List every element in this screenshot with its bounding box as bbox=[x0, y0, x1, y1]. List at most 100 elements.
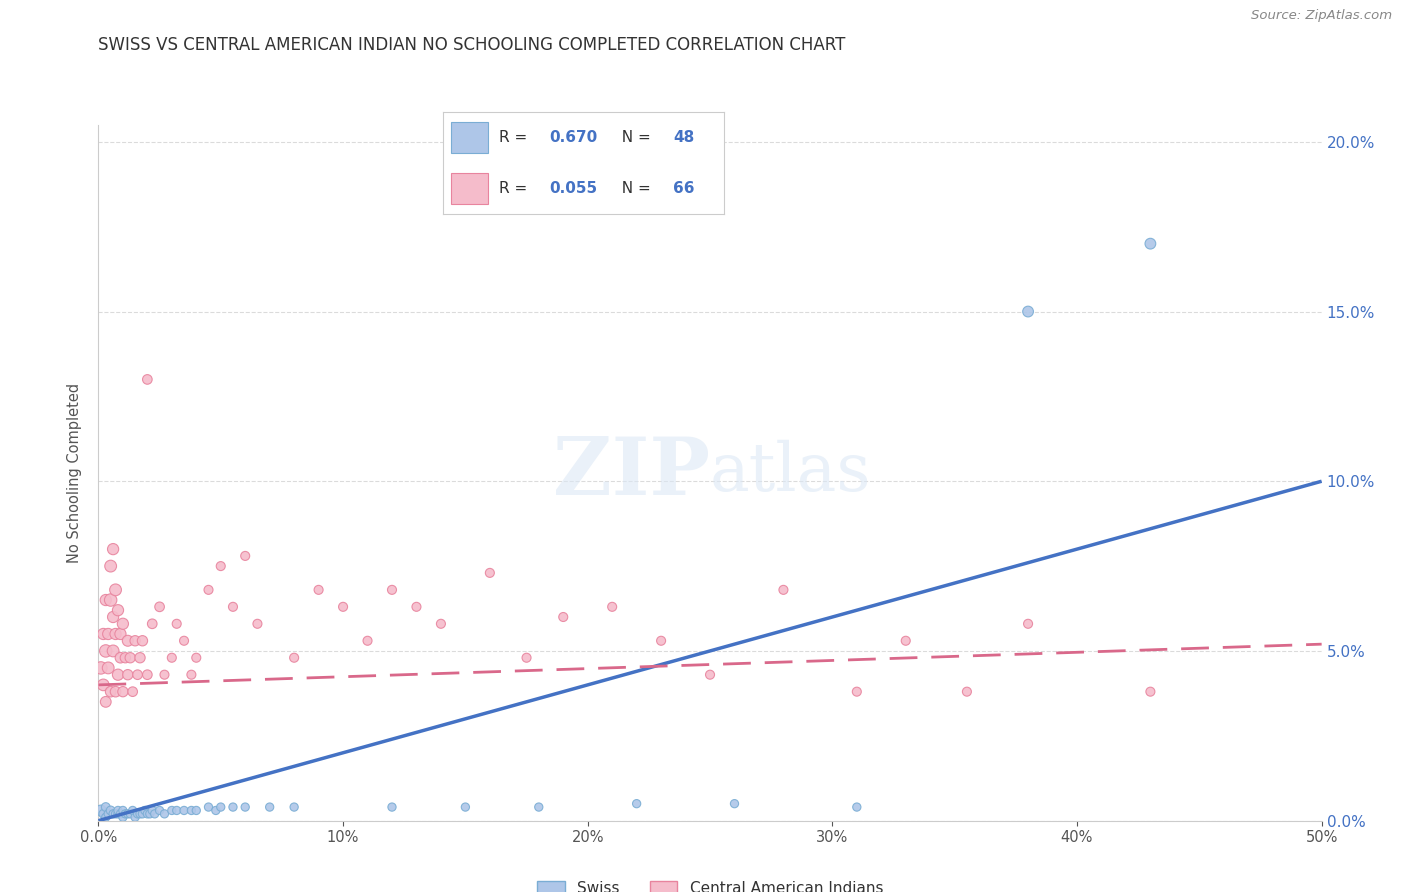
Point bbox=[104, 582, 127, 597]
Point bbox=[173, 633, 195, 648]
Text: R =: R = bbox=[499, 129, 533, 145]
Point bbox=[772, 582, 794, 597]
Point bbox=[153, 806, 176, 821]
Point bbox=[332, 599, 354, 614]
Point bbox=[94, 800, 117, 814]
Point bbox=[454, 800, 477, 814]
Point bbox=[600, 599, 623, 614]
Point bbox=[94, 810, 117, 824]
Point bbox=[845, 684, 868, 698]
Point bbox=[110, 806, 132, 821]
Point bbox=[205, 804, 228, 818]
Point bbox=[129, 650, 152, 665]
Point bbox=[134, 804, 156, 818]
Point bbox=[107, 667, 129, 681]
Point bbox=[101, 806, 124, 821]
Point bbox=[90, 661, 112, 675]
Point bbox=[149, 599, 172, 614]
Point bbox=[381, 582, 404, 597]
Point bbox=[143, 806, 166, 821]
Point bbox=[136, 806, 159, 821]
Point bbox=[186, 804, 208, 818]
Point bbox=[124, 633, 146, 648]
Point bbox=[160, 650, 183, 665]
Point bbox=[121, 804, 143, 818]
Point bbox=[478, 566, 501, 580]
Point bbox=[101, 542, 124, 557]
Point bbox=[117, 633, 139, 648]
Point bbox=[1017, 304, 1039, 318]
Point bbox=[111, 684, 134, 698]
Point bbox=[94, 695, 117, 709]
Point bbox=[111, 616, 134, 631]
Point bbox=[515, 650, 537, 665]
Legend: Swiss, Central American Indians: Swiss, Central American Indians bbox=[537, 880, 883, 892]
Point bbox=[131, 806, 153, 821]
Point bbox=[100, 804, 122, 818]
Text: 48: 48 bbox=[673, 129, 695, 145]
FancyBboxPatch shape bbox=[451, 122, 488, 153]
Text: 66: 66 bbox=[673, 181, 695, 196]
Point bbox=[626, 797, 648, 811]
Point bbox=[127, 667, 149, 681]
Point bbox=[104, 806, 127, 821]
Point bbox=[553, 610, 575, 624]
Point bbox=[136, 372, 159, 386]
Point bbox=[233, 800, 256, 814]
Point bbox=[149, 804, 172, 818]
Point bbox=[97, 627, 120, 641]
Point bbox=[405, 599, 427, 614]
Point bbox=[283, 650, 305, 665]
Point bbox=[110, 650, 132, 665]
Text: N =: N = bbox=[612, 181, 655, 196]
Point bbox=[91, 627, 114, 641]
Point bbox=[94, 644, 117, 658]
Point bbox=[166, 804, 188, 818]
Point bbox=[97, 661, 120, 675]
Point bbox=[1139, 236, 1161, 251]
Point bbox=[114, 650, 136, 665]
Point bbox=[97, 806, 120, 821]
Point bbox=[101, 644, 124, 658]
Point bbox=[141, 804, 163, 818]
Text: 0.055: 0.055 bbox=[550, 181, 598, 196]
Point bbox=[131, 633, 153, 648]
Point bbox=[894, 633, 917, 648]
Point bbox=[139, 806, 162, 821]
Point bbox=[129, 806, 152, 821]
Point bbox=[114, 806, 136, 821]
FancyBboxPatch shape bbox=[451, 173, 488, 204]
Point bbox=[100, 559, 122, 574]
Point bbox=[1139, 684, 1161, 698]
Text: atlas: atlas bbox=[710, 440, 872, 506]
Point bbox=[153, 667, 176, 681]
Point bbox=[121, 684, 143, 698]
Point bbox=[111, 804, 134, 818]
Point bbox=[197, 582, 219, 597]
Point bbox=[356, 633, 378, 648]
Point bbox=[845, 800, 868, 814]
Point bbox=[90, 804, 112, 818]
Point bbox=[308, 582, 330, 597]
Point bbox=[527, 800, 550, 814]
Point bbox=[120, 806, 142, 821]
Point bbox=[94, 593, 117, 607]
Point bbox=[104, 684, 127, 698]
Y-axis label: No Schooling Completed: No Schooling Completed bbox=[67, 383, 83, 563]
Point bbox=[246, 616, 269, 631]
Point bbox=[107, 806, 129, 821]
Point bbox=[222, 800, 245, 814]
Point bbox=[107, 804, 129, 818]
Point bbox=[650, 633, 672, 648]
Point bbox=[110, 627, 132, 641]
Point bbox=[136, 667, 159, 681]
Point bbox=[117, 667, 139, 681]
Point bbox=[117, 806, 139, 821]
Text: ZIP: ZIP bbox=[553, 434, 710, 512]
Point bbox=[166, 616, 188, 631]
Text: SWISS VS CENTRAL AMERICAN INDIAN NO SCHOOLING COMPLETED CORRELATION CHART: SWISS VS CENTRAL AMERICAN INDIAN NO SCHO… bbox=[98, 36, 846, 54]
Point bbox=[430, 616, 453, 631]
Point bbox=[120, 650, 142, 665]
Point bbox=[186, 650, 208, 665]
Point bbox=[1017, 616, 1039, 631]
